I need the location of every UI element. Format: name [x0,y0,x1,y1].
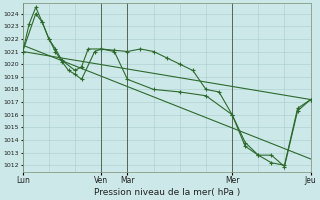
X-axis label: Pression niveau de la mer( hPa ): Pression niveau de la mer( hPa ) [93,188,240,197]
